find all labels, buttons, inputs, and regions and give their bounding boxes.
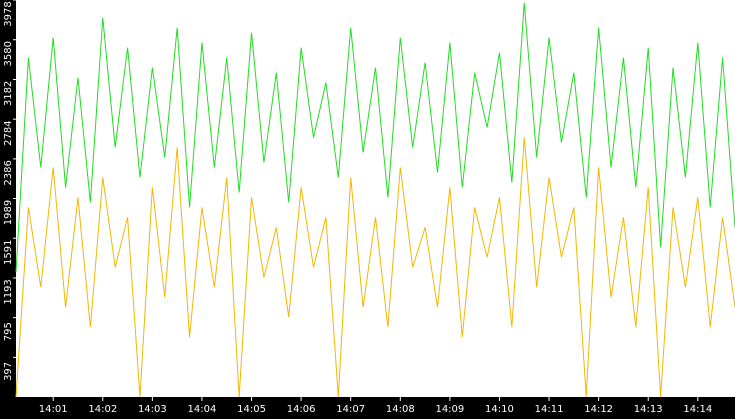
x-tick-label: 14:14 — [683, 404, 712, 415]
y-tick-label: 1193 — [3, 279, 14, 304]
x-tick-label: 14:03 — [138, 404, 167, 415]
x-tick-label: 14:12 — [584, 404, 613, 415]
x-tick-label: 14:06 — [287, 404, 316, 415]
y-tick-label: 2784 — [3, 120, 14, 145]
y-axis-background — [0, 0, 16, 415]
y-tick-label: 795 — [3, 322, 14, 341]
series-line-2 — [15, 137, 735, 398]
x-tick-label: 14:11 — [535, 404, 564, 415]
y-tick-label: 3182 — [3, 81, 14, 106]
x-tick-label: 14:02 — [88, 404, 117, 415]
y-tick-label: 3978 — [3, 1, 14, 26]
x-tick-label: 14:09 — [435, 404, 464, 415]
y-tick-label: 1989 — [3, 200, 14, 225]
y-tick-label: 397 — [3, 362, 14, 381]
series-line-1 — [15, 2, 735, 273]
x-tick-label: 14:04 — [188, 404, 217, 415]
x-axis-background — [0, 397, 735, 415]
series-layer — [15, 2, 735, 398]
x-tick-label: 14:01 — [39, 404, 68, 415]
plot-area — [16, 0, 735, 397]
y-axis: 397 795 1193 1591 1989 2386 2784 3182 3580 3978 — [3, 0, 16, 381]
x-tick-label: 14:10 — [485, 404, 514, 415]
y-tick-label: 2386 — [3, 160, 14, 185]
x-tick-label: 14:07 — [336, 404, 365, 415]
y-tick-label: 3580 — [3, 41, 14, 66]
x-tick-label: 14:13 — [634, 404, 663, 415]
y-tick-label: 1591 — [3, 239, 14, 264]
x-tick-label: 14:05 — [237, 404, 266, 415]
x-axis: 14:01 14:02 14:03 14:04 14:05 14:06 14:07 14:08… — [39, 397, 712, 415]
x-tick-label: 14:08 — [386, 404, 415, 415]
